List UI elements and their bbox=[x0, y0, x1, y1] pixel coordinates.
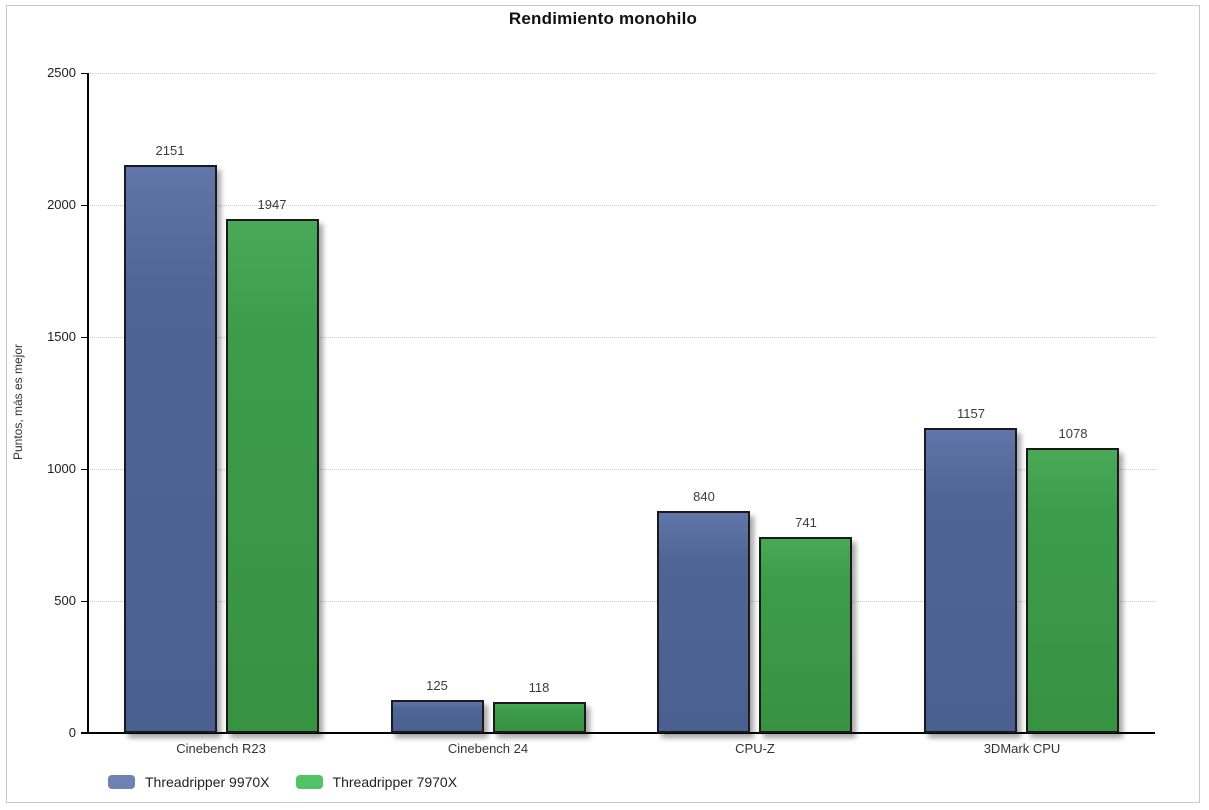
y-tick-mark bbox=[81, 73, 87, 74]
bar-series1 bbox=[124, 165, 217, 733]
y-tick-label: 2000 bbox=[47, 197, 76, 212]
bar-series1 bbox=[924, 428, 1017, 733]
legend-swatch-icon bbox=[108, 775, 135, 789]
legend-item-2: Threadripper 7970X bbox=[295, 774, 458, 790]
x-tick-label: 3DMark CPU bbox=[983, 741, 1061, 756]
x-axis-line bbox=[81, 732, 1155, 734]
x-tick-label: Cinebench 24 bbox=[447, 741, 529, 756]
bar-series1 bbox=[657, 511, 750, 733]
x-tick-label: CPU-Z bbox=[735, 741, 775, 756]
legend-item-1: Threadripper 9970X bbox=[108, 774, 270, 790]
bar-value-label: 741 bbox=[795, 515, 817, 530]
legend-label: Threadripper 7970X bbox=[332, 774, 458, 790]
x-tick-label: Cinebench R23 bbox=[176, 741, 266, 756]
bar-value-label: 125 bbox=[426, 678, 448, 693]
y-tick-label: 1000 bbox=[47, 461, 76, 476]
y-axis-title: Puntos, más es mejor bbox=[11, 343, 25, 461]
bar-value-label: 118 bbox=[528, 680, 550, 695]
y-tick-label: 0 bbox=[68, 725, 76, 740]
legend: Threadripper 9970X Threadripper 7970X bbox=[108, 774, 457, 790]
bar-value-label: 1947 bbox=[257, 197, 287, 212]
chart-title: Rendimiento monohilo bbox=[508, 9, 698, 28]
bar-series1 bbox=[391, 700, 484, 733]
y-tick-label: 2500 bbox=[47, 65, 76, 80]
bar-series2 bbox=[1026, 448, 1119, 733]
bar-series2 bbox=[226, 219, 319, 733]
y-tick-mark bbox=[81, 337, 87, 338]
gridline bbox=[88, 205, 1155, 206]
y-tick-label: 500 bbox=[54, 593, 76, 608]
bar-series2 bbox=[759, 537, 852, 733]
y-tick-label: 1500 bbox=[47, 329, 76, 344]
gridline bbox=[88, 469, 1155, 470]
bar-series2 bbox=[493, 702, 586, 733]
y-tick-mark bbox=[81, 469, 87, 470]
bar-value-label: 2151 bbox=[155, 143, 185, 158]
y-tick-mark bbox=[81, 205, 87, 206]
y-tick-mark bbox=[81, 601, 87, 602]
bar-value-label: 1078 bbox=[1058, 426, 1088, 441]
legend-label: Threadripper 9970X bbox=[145, 774, 270, 790]
gridline bbox=[88, 601, 1155, 602]
bar-value-label: 840 bbox=[693, 489, 715, 504]
y-axis-line bbox=[87, 73, 89, 733]
gridline bbox=[88, 337, 1155, 338]
legend-swatch-icon bbox=[295, 775, 323, 789]
bar-value-label: 1157 bbox=[957, 406, 985, 421]
gridline bbox=[88, 73, 1155, 74]
